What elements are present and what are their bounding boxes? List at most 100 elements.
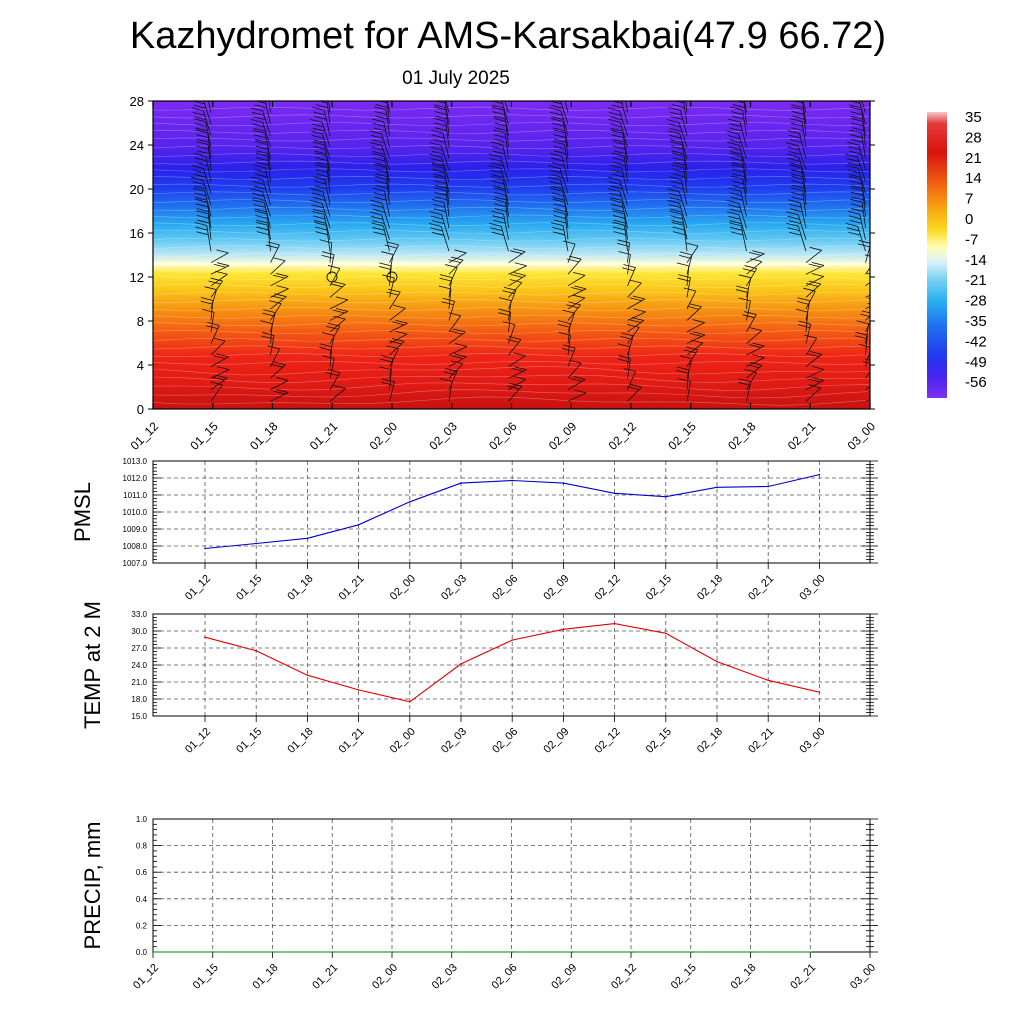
wind-barb xyxy=(686,331,706,344)
xtick-label: 01_18 xyxy=(251,962,281,992)
xtick-label: 02_09 xyxy=(541,726,571,756)
data-point xyxy=(409,701,411,703)
cs-xtick-label: 03_00 xyxy=(845,419,879,453)
wind-barb xyxy=(552,210,569,240)
cs-xtick-label: 02_09 xyxy=(546,419,580,453)
ylabel: TEMP at 2 M xyxy=(80,601,105,729)
plot-frame xyxy=(152,613,871,717)
ytick-label: 0.4 xyxy=(136,895,148,904)
wind-barb xyxy=(207,101,212,113)
contour-line xyxy=(153,253,870,257)
ytick-label: 27.0 xyxy=(131,644,147,653)
wind-barb xyxy=(195,141,212,171)
wind-barb xyxy=(805,246,822,264)
wind-barb xyxy=(550,153,569,182)
ytick-label: 1008.0 xyxy=(123,542,148,551)
wind-barb xyxy=(374,164,390,194)
pmsl-panel: 1007.0 1008.0 1009.0 1010.0 1011.0 1012.0 1013… xyxy=(70,457,878,603)
wind-barb xyxy=(267,345,281,367)
wind-barb xyxy=(369,142,390,171)
wind-barb xyxy=(566,255,582,275)
wind-barb xyxy=(270,285,289,298)
wind-barb xyxy=(374,106,390,136)
wind-barb xyxy=(726,130,747,159)
contour-line xyxy=(153,199,870,203)
wind-barb xyxy=(562,309,575,333)
cs-xtick-label: 02_18 xyxy=(725,419,759,453)
wind-barb xyxy=(865,374,870,391)
wind-barb xyxy=(620,332,634,356)
wind-barb xyxy=(627,323,640,344)
wind-barb xyxy=(607,107,628,136)
cross-section-field xyxy=(153,101,870,409)
temp-panel: 15.0 18.0 21.0 24.0 27.0 30.0 33.0 01_12 01_15 01… xyxy=(80,601,878,756)
xtick-label: 02_18 xyxy=(695,726,725,756)
contour-line xyxy=(153,122,870,126)
wind-barb xyxy=(369,130,390,159)
wind-barb xyxy=(329,385,346,402)
cs-xtick-label: 01_15 xyxy=(187,419,221,453)
ytick-label: 0.2 xyxy=(136,921,148,930)
xtick-label: 01_21 xyxy=(310,962,340,992)
wind-barb xyxy=(491,106,509,136)
contour-line xyxy=(153,206,870,211)
data-point xyxy=(204,636,206,639)
xtick-label: 02_18 xyxy=(729,962,759,992)
xtick-label: 02_18 xyxy=(695,573,725,603)
wind-barb xyxy=(563,240,576,263)
wind-barb xyxy=(678,378,691,402)
colorbar-label: -49 xyxy=(965,354,987,371)
wind-barb xyxy=(210,381,223,402)
wind-barb xyxy=(270,273,289,287)
contour-line xyxy=(153,129,870,134)
data-point xyxy=(357,523,360,526)
wind-barb xyxy=(726,211,747,240)
contour-line xyxy=(153,137,870,142)
wind-barb xyxy=(564,101,569,113)
wind-barb xyxy=(191,165,212,194)
wind-barb xyxy=(548,107,569,136)
colorbar-label: 21 xyxy=(965,150,982,167)
wind-barb xyxy=(865,270,870,287)
xtick-label: 01_21 xyxy=(337,573,367,603)
xtick-label: 03_00 xyxy=(848,962,878,992)
wind-barb xyxy=(567,272,586,287)
xtick-label: 02_21 xyxy=(746,726,776,756)
wind-barb xyxy=(328,101,331,113)
wind-barb xyxy=(551,118,569,148)
cs-xtick-label: 02_03 xyxy=(426,419,460,453)
wind-barb xyxy=(493,187,509,217)
xtick-label: 02_00 xyxy=(370,962,400,992)
data-point xyxy=(204,547,206,550)
data-point xyxy=(306,537,309,540)
wind-barb xyxy=(666,119,688,148)
contour-line xyxy=(153,106,870,111)
precip-panel: 0.0 0.2 0.4 0.6 0.8 1.0 01_12 01_15 01_18 01_21 02… xyxy=(80,815,878,992)
data-point xyxy=(152,951,154,953)
wind-barb xyxy=(727,118,747,148)
xtick-label: 02_12 xyxy=(609,962,639,992)
wind-barb xyxy=(445,101,450,113)
data-point xyxy=(811,951,813,953)
data-point xyxy=(613,492,616,495)
xtick-label: 02_15 xyxy=(644,726,674,756)
wind-barb xyxy=(250,188,271,217)
wind-barb xyxy=(728,187,747,217)
wind-barb xyxy=(797,320,812,344)
wind-barb xyxy=(252,199,271,229)
wind-barb xyxy=(608,118,628,148)
cs-xtick-label: 02_15 xyxy=(665,419,699,453)
cs-xtick-label: 01_12 xyxy=(128,419,162,453)
wind-barb xyxy=(669,210,688,240)
wind-barb xyxy=(312,141,331,171)
wind-barb xyxy=(438,285,452,309)
wind-barb xyxy=(493,198,509,229)
wind-barb xyxy=(369,211,390,240)
wind-barb xyxy=(847,210,866,240)
wind-barb xyxy=(746,327,762,344)
xtick-label: 02_00 xyxy=(388,573,418,603)
xtick-label: 02_03 xyxy=(439,573,469,603)
wind-barb xyxy=(371,118,390,148)
wind-barb xyxy=(508,262,527,275)
data-point xyxy=(691,951,693,953)
